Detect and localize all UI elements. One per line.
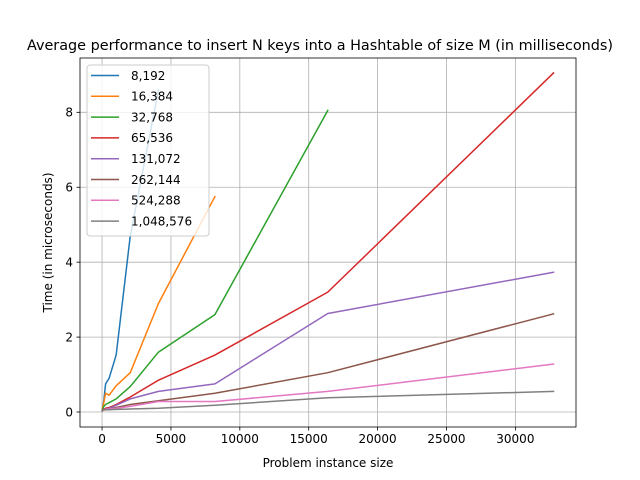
series-line-5	[101, 271, 555, 412]
legend-label: 131,072	[131, 152, 181, 166]
x-tick-label: 10000	[221, 432, 259, 446]
y-tick-label: 4	[65, 255, 73, 269]
series-line-3	[101, 109, 329, 412]
x-axis-label: Problem instance size	[263, 456, 394, 470]
x-tick-label: 5000	[156, 432, 187, 446]
series-line-7	[101, 363, 555, 412]
legend-box	[86, 64, 210, 237]
x-tick-label: 25000	[427, 432, 465, 446]
legend-label: 16,384	[131, 90, 173, 104]
x-tick-label: 0	[98, 432, 106, 446]
series-lines	[101, 71, 555, 412]
y-axis-label: Time (in microseconds)	[41, 173, 55, 314]
y-axis: 0 2 4 6 8	[65, 106, 80, 419]
chart-title: Average performance to insert N keys int…	[27, 38, 613, 54]
legend-label: 262,144	[131, 173, 181, 187]
x-tick-label: 30000	[496, 432, 534, 446]
y-tick-label: 8	[65, 106, 73, 120]
y-tick-label: 0	[65, 405, 73, 419]
legend: 8,192 16,384 32,768 65,536 131,072 262,144 524…	[86, 64, 210, 237]
legend-label: 1,048,576	[131, 214, 192, 228]
legend-label: 32,768	[131, 110, 173, 124]
legend-label: 65,536	[131, 131, 173, 145]
x-axis: 0 5000 10000 15000 20000 25000 30000	[98, 427, 534, 446]
x-tick-label: 15000	[290, 432, 328, 446]
plot-frame	[79, 57, 577, 428]
y-tick-label: 6	[65, 181, 73, 195]
legend-label: 8,192	[131, 69, 165, 83]
legend-entries: 8,192 16,384 32,768 65,536 131,072 262,144 524…	[91, 69, 192, 228]
series-line-6	[101, 312, 555, 412]
legend-label: 524,288	[131, 194, 181, 208]
series-line-8	[101, 390, 555, 412]
y-tick-label: 2	[65, 330, 73, 344]
x-tick-label: 20000	[359, 432, 397, 446]
